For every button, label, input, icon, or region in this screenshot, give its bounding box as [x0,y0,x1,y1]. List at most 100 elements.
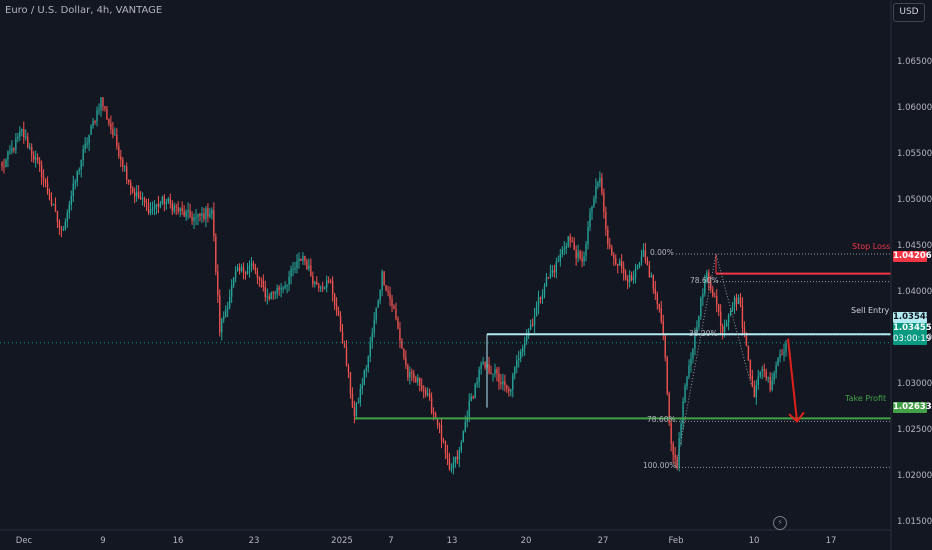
lightning-icon[interactable]: ⚡ [773,516,787,530]
candle [314,282,316,285]
candle [333,294,336,305]
candle [543,286,546,295]
candle [698,316,700,328]
candle [353,406,356,416]
candle [62,229,65,231]
time-tick-label: Feb [668,536,684,546]
candle [236,267,239,271]
candle [331,281,334,295]
candle [753,386,756,398]
candle [25,136,27,138]
time-tick-label: 17 [825,536,837,546]
candle [571,240,573,243]
fibonacci-label: 100.00% [643,461,677,471]
time-tick-label: Dec [15,536,33,546]
candle [250,263,253,266]
candle [13,148,15,150]
candle [116,134,118,147]
candle [607,229,609,245]
candle [415,378,417,382]
candle [74,181,76,184]
candle [264,287,267,298]
candle [502,381,504,385]
candle [434,413,437,419]
candle [329,281,332,283]
fibonacci-pattern-line [675,253,752,468]
currency-button[interactable]: USD [893,3,925,22]
candle [630,275,633,281]
candle [387,290,389,293]
candle [347,366,350,373]
candle [581,257,583,262]
candle [500,381,502,385]
time-tick-label: 7 [388,536,394,546]
candle [167,198,169,202]
candle [401,340,403,349]
candle [676,458,678,468]
candle [15,138,17,150]
candle [658,304,660,309]
candle [90,125,92,135]
candle [521,347,524,352]
candle [577,251,579,259]
candle [393,306,395,309]
candle [714,296,716,298]
candle [181,208,183,211]
candle [288,276,290,285]
candle [520,351,522,359]
candle [96,110,98,122]
candle [195,217,197,219]
candle [622,268,625,274]
candle [721,326,724,332]
candle [159,203,162,207]
candle [80,159,82,170]
trade-setup-overlays [0,253,891,468]
candle [620,261,623,269]
candle [403,348,405,358]
candle [246,270,249,274]
candle [137,192,140,198]
candle [785,342,787,352]
candle [626,279,629,282]
price-tick-label: 1.06000 [897,102,932,113]
candle [535,306,538,316]
candle [654,288,657,294]
current-price-value: 1.03455 [893,323,932,333]
candle [244,271,247,274]
candle [375,307,377,320]
candle [460,442,463,451]
candle [286,284,288,286]
candle [428,393,431,398]
candle [383,271,385,286]
candle [569,236,571,241]
candlestick-series [1,97,787,475]
fibonacci-label: 0.00% [650,247,674,257]
candle [274,293,276,295]
time-tick-label: 16 [172,536,184,546]
candle [664,334,666,358]
candle [169,198,171,204]
candle [292,268,294,270]
candle [179,208,181,212]
candle [219,295,221,333]
candle [361,384,364,389]
candle [411,371,413,374]
candle [349,372,352,394]
candle [561,249,563,255]
candle [609,244,611,248]
stop-loss-price-badge: 1.04206 [893,251,932,262]
time-tick-label: 2025 [331,536,353,546]
candle [518,358,520,361]
candle [559,254,561,262]
candle [165,201,168,204]
candle [617,263,619,266]
candle [767,376,769,379]
candle [294,267,296,269]
candle [476,381,478,385]
candle [337,311,340,316]
candle [733,298,736,307]
price-tick-label: 1.06500 [897,56,932,67]
candle [498,373,500,382]
candle [456,456,459,460]
